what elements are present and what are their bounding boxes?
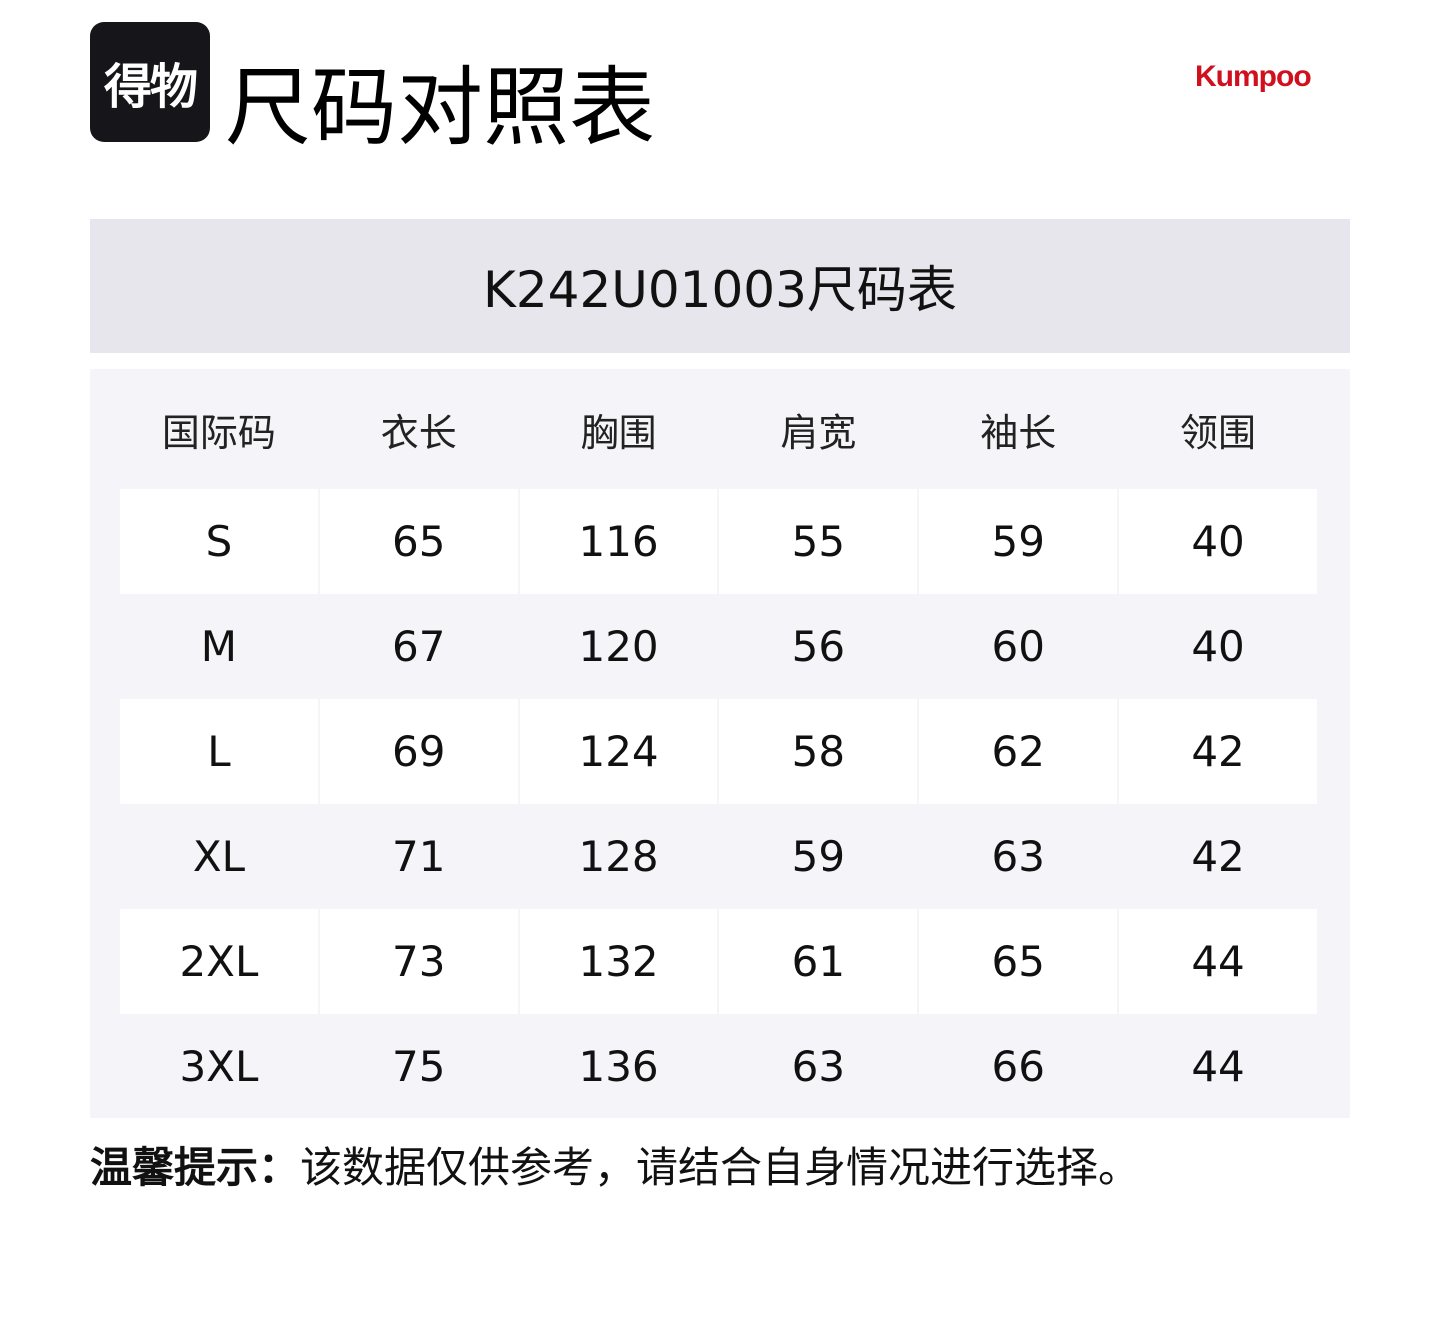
size-table: 国际码 衣长 胸围 肩宽 袖长 领围 S 65 116 55 59 40 M 67 120 56 60 40 L 6… bbox=[90, 369, 1350, 1118]
table-cell: 55 bbox=[719, 489, 918, 594]
table-cell: 67 bbox=[392, 622, 446, 671]
table-cell: 60 bbox=[991, 622, 1045, 671]
table-cell: 42 bbox=[1119, 699, 1317, 804]
table-cell: 132 bbox=[519, 909, 718, 1014]
table-cell: M bbox=[200, 622, 238, 671]
table-header-row: 国际码 衣长 胸围 肩宽 袖长 领围 bbox=[120, 369, 1317, 489]
table-cell: 3XL bbox=[179, 1042, 259, 1091]
table-cell: 58 bbox=[719, 699, 918, 804]
table-cell: L bbox=[120, 699, 318, 804]
table-cell: 40 bbox=[1119, 489, 1317, 594]
table-cell: 66 bbox=[991, 1042, 1045, 1091]
table-cell: 63 bbox=[991, 832, 1045, 881]
table-row: 2XL 73 132 61 65 44 bbox=[120, 909, 1317, 1014]
table-cell: 65 bbox=[319, 489, 518, 594]
table-row: S 65 116 55 59 40 bbox=[120, 489, 1317, 594]
column-header: 胸围 bbox=[580, 410, 657, 455]
table-cell: 116 bbox=[519, 489, 718, 594]
table-cell: 69 bbox=[319, 699, 518, 804]
table-cell: 62 bbox=[919, 699, 1118, 804]
table-cell: 124 bbox=[519, 699, 718, 804]
table-cell: 61 bbox=[719, 909, 918, 1014]
table-cell: 56 bbox=[791, 622, 846, 671]
table-cell: 59 bbox=[791, 832, 846, 881]
table-cell: 65 bbox=[919, 909, 1118, 1014]
column-header: 肩宽 bbox=[780, 410, 857, 455]
table-cell: 71 bbox=[392, 832, 446, 881]
table-cell: 75 bbox=[392, 1042, 446, 1091]
page-title: 尺码对照表 bbox=[225, 58, 655, 158]
table-cell: 2XL bbox=[120, 909, 318, 1014]
table-row: L 69 124 58 62 42 bbox=[120, 699, 1317, 804]
table-cell: 73 bbox=[319, 909, 518, 1014]
table-cell: 136 bbox=[578, 1042, 659, 1091]
footnote-label: 温馨提示： bbox=[90, 1143, 301, 1192]
table-row: 3XL 75 136 63 66 44 bbox=[120, 1014, 1317, 1119]
table-caption: K242U01003尺码表 bbox=[90, 219, 1350, 353]
table-cell: 40 bbox=[1191, 622, 1245, 671]
column-header: 袖长 bbox=[980, 410, 1057, 455]
table-row: XL 71 128 59 63 42 bbox=[120, 804, 1317, 909]
table-cell: 42 bbox=[1191, 832, 1245, 881]
column-header: 国际码 bbox=[161, 410, 276, 455]
column-header: 衣长 bbox=[380, 410, 457, 455]
table-cell: 128 bbox=[578, 832, 659, 881]
dewu-logo: 得物 bbox=[90, 22, 210, 142]
table-cell: XL bbox=[192, 832, 245, 881]
table-cell: 59 bbox=[919, 489, 1118, 594]
footnote: 温馨提示：该数据仅供参考，请结合自身情况进行选择。 bbox=[90, 1138, 1140, 1198]
table-cell: 63 bbox=[791, 1042, 846, 1091]
table-cell: 120 bbox=[578, 622, 659, 671]
table-cell: 44 bbox=[1191, 1042, 1245, 1091]
column-header: 领围 bbox=[1180, 410, 1257, 455]
brand-logo: Kumpoo bbox=[1195, 60, 1312, 93]
table-row: M 67 120 56 60 40 bbox=[120, 594, 1317, 699]
footnote-text: 该数据仅供参考，请结合自身情况进行选择。 bbox=[300, 1143, 1141, 1192]
table-cell: S bbox=[120, 489, 318, 594]
table-cell: 44 bbox=[1119, 909, 1317, 1014]
